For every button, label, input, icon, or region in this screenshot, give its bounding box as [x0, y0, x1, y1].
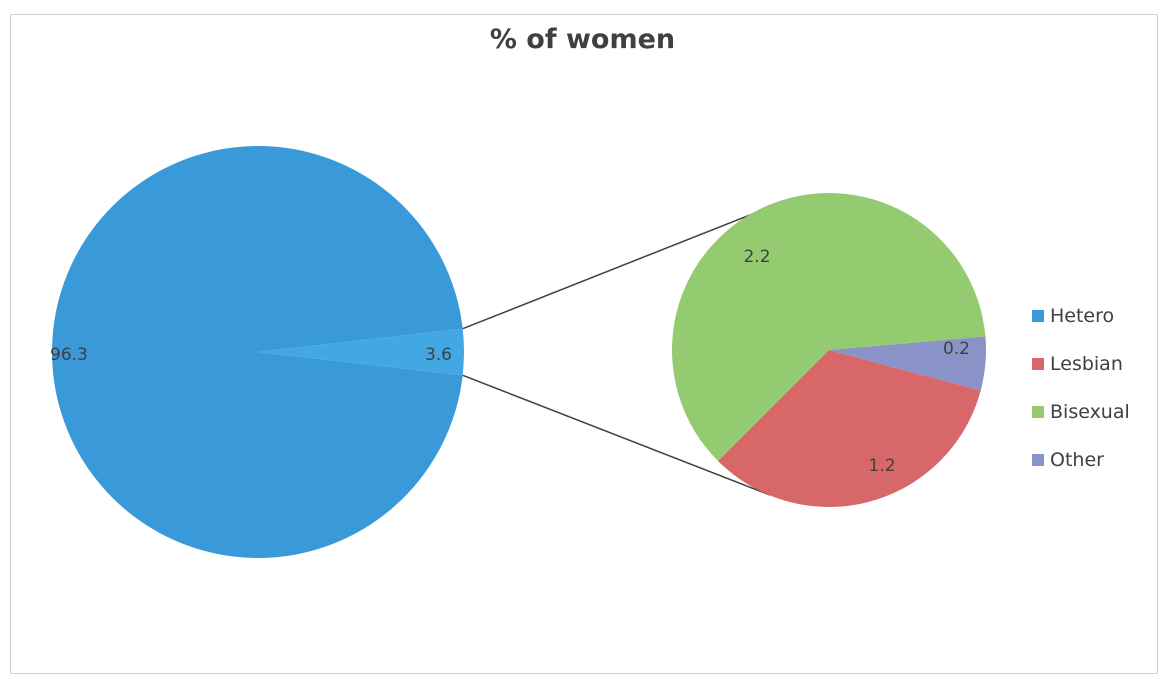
legend-label: Lesbian [1050, 353, 1123, 375]
legend-swatch [1032, 310, 1044, 322]
legend-label: Bisexual [1050, 401, 1130, 423]
legend-item-lesbian: Lesbian [1032, 340, 1130, 388]
connector-line-top [462, 206, 771, 330]
sub-label-other: 0.2 [943, 339, 970, 359]
legend-swatch [1032, 454, 1044, 466]
main-label-non-hetero: 3.6 [425, 345, 452, 365]
sub-slice-other [829, 336, 987, 391]
legend-item-other: Other [1032, 436, 1130, 484]
sub-label-bisexual: 2.2 [743, 247, 770, 267]
main-pie [52, 146, 465, 558]
sub-pie [672, 193, 987, 507]
legend: Hetero Lesbian Bisexual Other [1032, 292, 1130, 484]
main-slice-non-hetero [258, 328, 465, 376]
legend-item-hetero: Hetero [1032, 292, 1130, 340]
legend-label: Other [1050, 449, 1104, 471]
main-label-hetero: 96.3 [50, 345, 88, 365]
data-labels: 96.3 3.6 0.2 1.2 2.2 [50, 247, 970, 476]
connector-lines [462, 206, 771, 496]
legend-item-bisexual: Bisexual [1032, 388, 1130, 436]
main-slice-hetero [52, 146, 463, 558]
legend-label: Hetero [1050, 305, 1115, 327]
chart-title: % of women [489, 24, 676, 55]
connector-line-bottom [462, 374, 771, 496]
sub-label-lesbian: 1.2 [868, 456, 895, 476]
sub-slice-bisexual [672, 193, 986, 462]
legend-swatch [1032, 358, 1044, 370]
legend-swatch [1032, 406, 1044, 418]
sub-slice-lesbian [717, 350, 981, 507]
